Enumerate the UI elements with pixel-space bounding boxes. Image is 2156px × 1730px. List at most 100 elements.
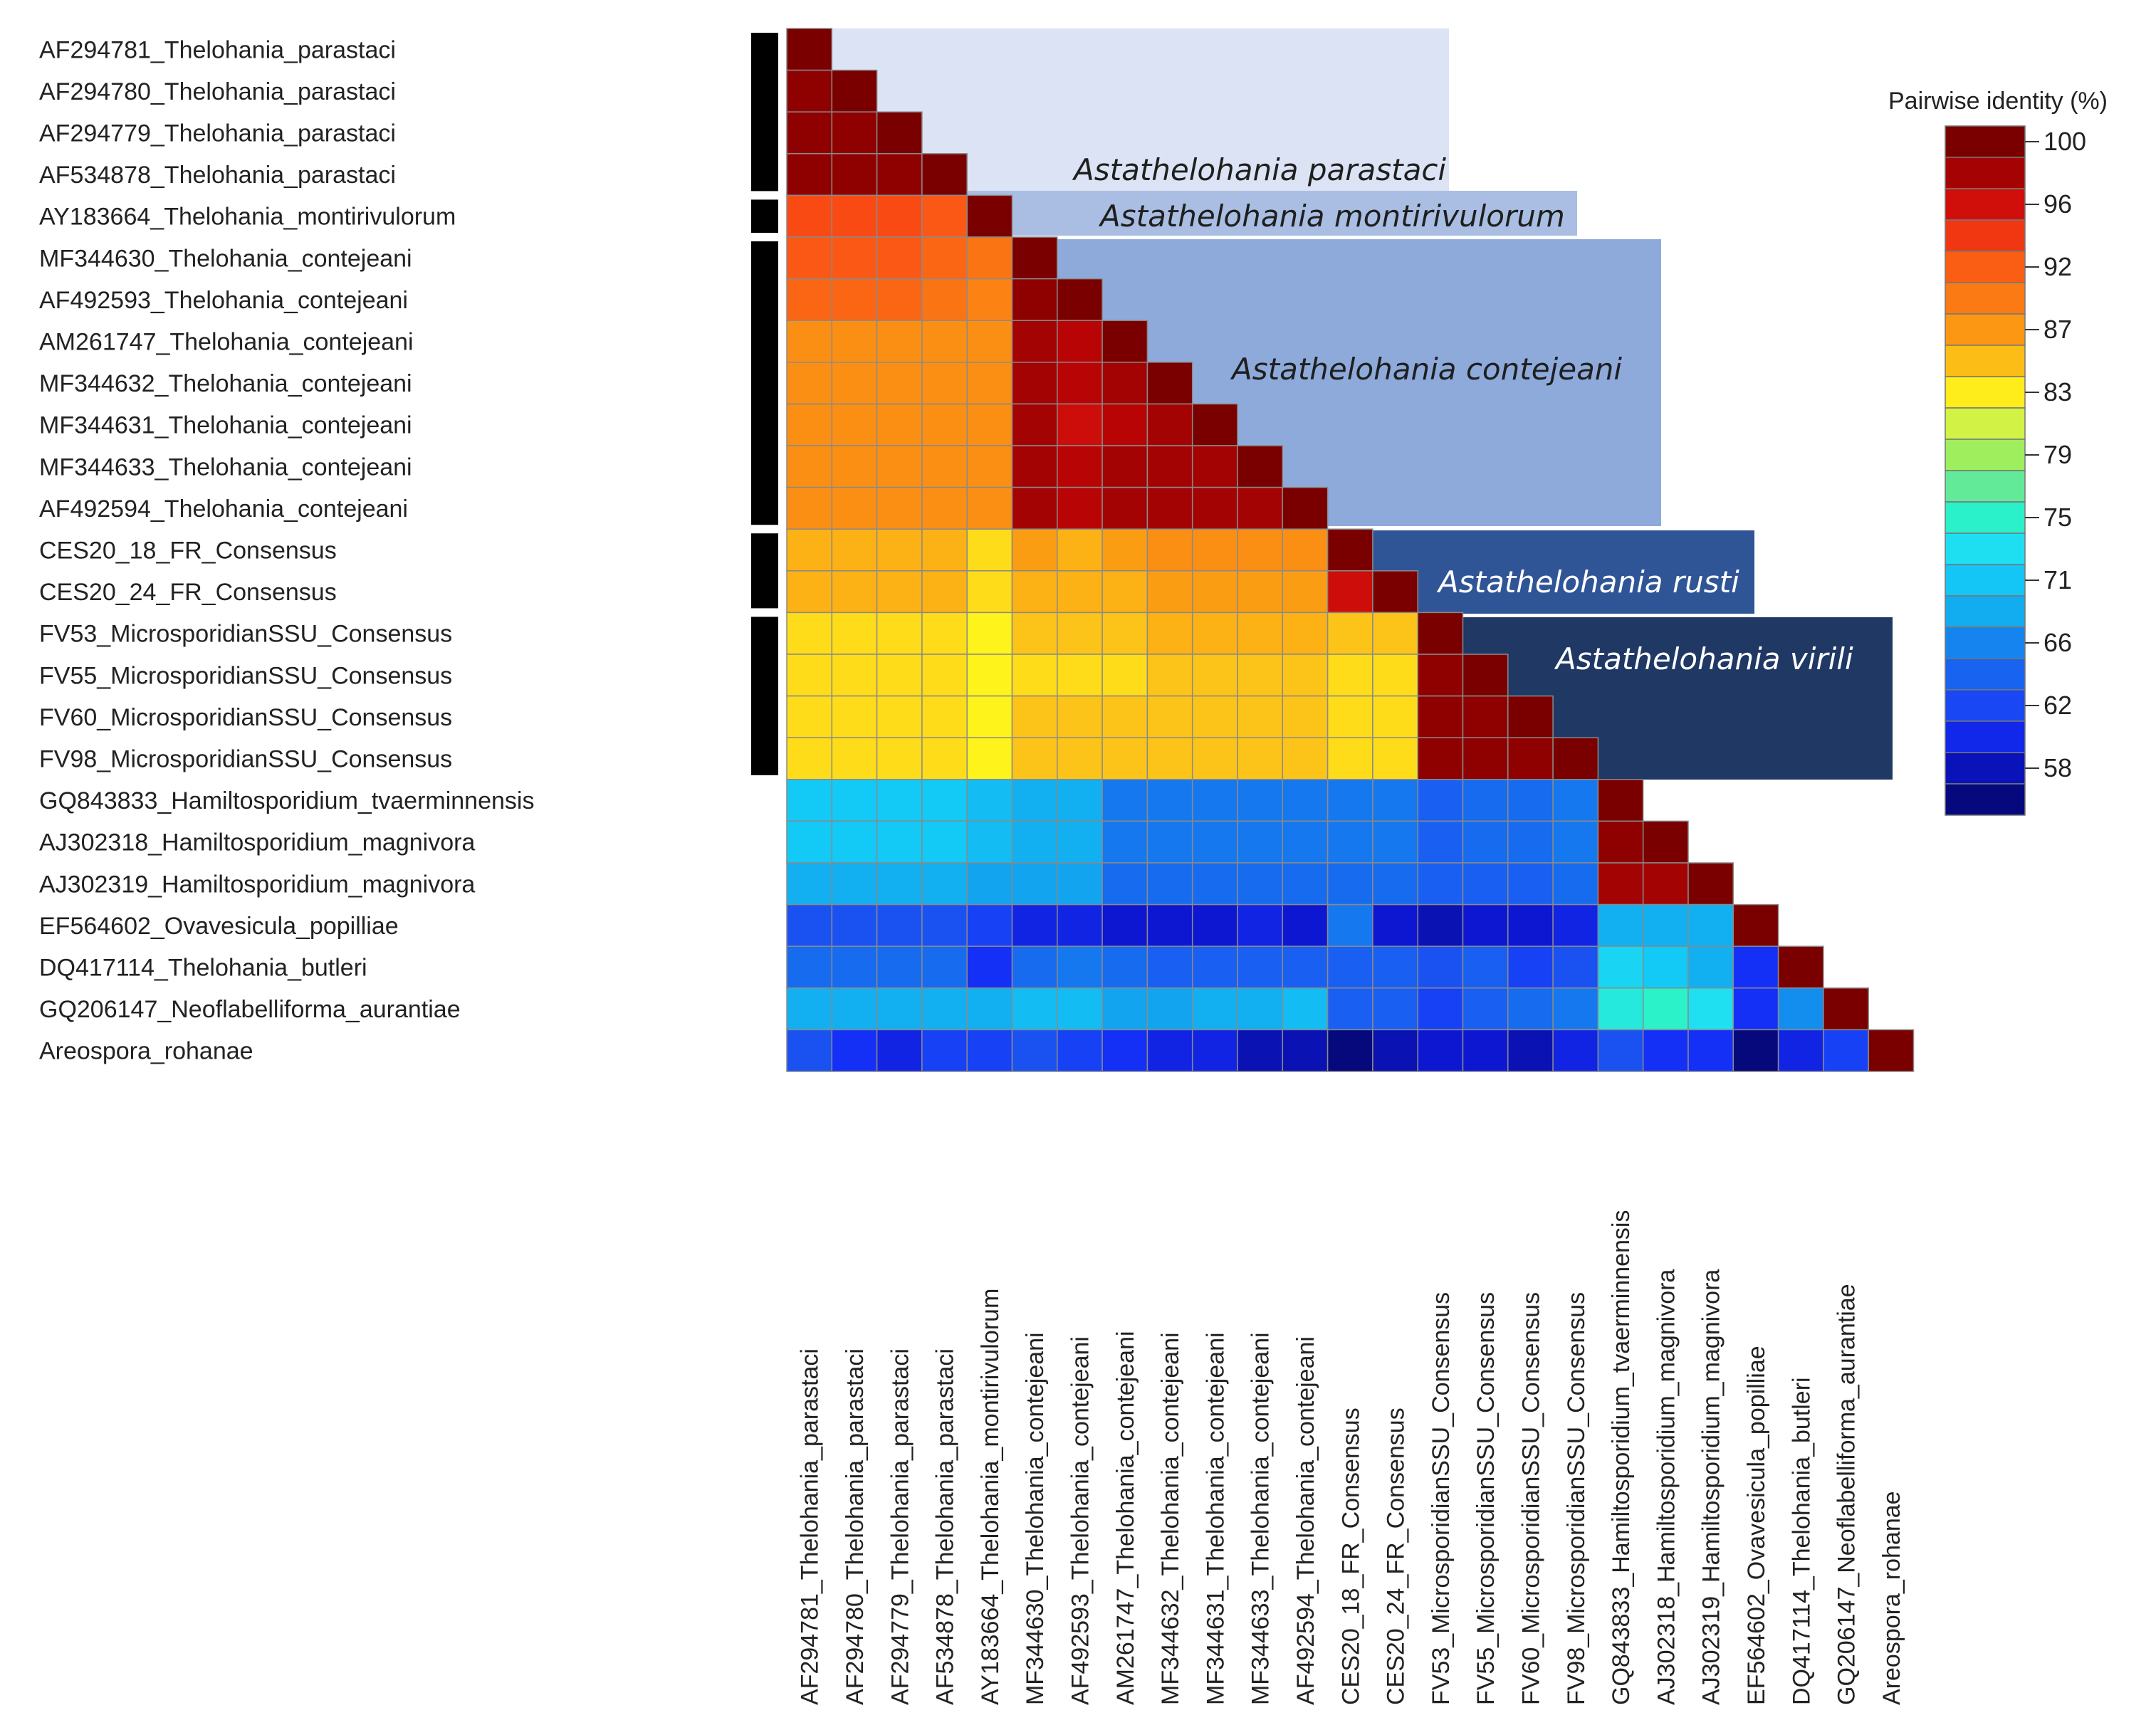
heatmap-cell [1191,945,1238,989]
heatmap-cell [786,945,833,989]
heatmap-cell [1146,612,1193,655]
heatmap-cell [831,737,878,780]
heatmap-cell [1237,737,1284,780]
column-label: AF492593_Thelohania_contejeani [1067,1336,1094,1705]
heatmap-cell [876,362,923,405]
heatmap-cell [1101,820,1148,864]
legend-swatch [1945,188,2026,221]
heatmap-cell [1732,945,1779,989]
heatmap-cell [921,945,968,989]
heatmap-cell [921,737,968,780]
heatmap-cell [1552,820,1599,864]
heatmap-cell [786,695,833,738]
heatmap-cell [1507,737,1554,780]
heatmap-cell [1552,903,1599,947]
heatmap-cell [1642,1029,1689,1072]
heatmap-cell [1237,987,1284,1031]
column-label: AJ302319_Hamiltosporidium_magnivora [1698,1269,1725,1705]
column-label: FV98_MicrosporidianSSU_Consensus [1563,1292,1590,1705]
heatmap-cell [1146,445,1193,488]
heatmap-cell [831,362,878,405]
heatmap-cell [1507,820,1554,864]
heatmap-cell [1146,987,1193,1031]
heatmap-cell [1057,695,1103,738]
heatmap-cell [1597,903,1644,947]
legend-swatch [1945,251,2026,283]
heatmap-cell [1282,987,1329,1031]
heatmap-cell [921,654,968,697]
heatmap-cell [1237,528,1284,572]
heatmap-cell [921,695,968,738]
heatmap-cell [1326,862,1373,906]
heatmap-cell [831,194,878,238]
legend-swatch [1945,407,2026,440]
legend-tick-label: 58 [2044,753,2072,782]
heatmap-cell [1011,737,1058,780]
heatmap-cell [1552,737,1599,780]
heatmap-cell [1011,945,1058,989]
heatmap-cell [1372,779,1418,822]
row-label: GQ843833_Hamiltosporidium_tvaerminnensis [39,787,534,814]
heatmap-cell [831,486,878,530]
heatmap-cell [1191,695,1238,738]
heatmap-cell [1057,570,1103,614]
heatmap-cell [1282,945,1329,989]
heatmap-cell [876,486,923,530]
heatmap-cell [1372,654,1418,697]
heatmap-cell [966,528,1013,572]
heatmap-cell [1462,820,1509,864]
heatmap-cell [921,362,968,405]
heatmap-cell [1417,987,1464,1031]
heatmap-cell [1507,695,1554,738]
heatmap-cell [1237,654,1284,697]
legend-swatch [1945,313,2026,346]
row-label: AF492594_Thelohania_contejeani [39,496,408,523]
heatmap-cell [1282,1029,1329,1072]
heatmap-cell [1146,945,1193,989]
heatmap-cell [1101,945,1148,989]
heatmap-cell [1237,445,1284,488]
heatmap-cell [1372,1029,1418,1072]
heatmap-cell [876,945,923,989]
heatmap-cell [786,278,833,321]
heatmap-cell [876,779,923,822]
heatmap-cell [1101,695,1148,738]
heatmap-cell [831,695,878,738]
heatmap-cell [1507,1029,1554,1072]
heatmap-cell [921,528,968,572]
heatmap-cell [1282,612,1329,655]
heatmap-cell [831,236,878,280]
legend-swatch [1945,157,2026,189]
legend-swatch [1945,564,2026,597]
heatmap-cell [1101,987,1148,1031]
heatmap-cell [1462,862,1509,906]
heatmap-cell [921,403,968,446]
heatmap-cell [1057,445,1103,488]
column-label: EF564602_Ovavesicula_popilliae [1743,1346,1770,1705]
heatmap-cell [786,153,833,196]
heatmap-cell [1417,903,1464,947]
heatmap-cell [1057,486,1103,530]
legend-swatch [1945,689,2026,722]
row-label: AJ302319_Hamiltosporidium_magnivora [39,871,475,898]
legend-swatch [1945,501,2026,534]
column-label: AF534878_Thelohania_parastaci [932,1348,959,1705]
legend-swatch [1945,282,2026,315]
heatmap-cell [1011,236,1058,280]
heatmap-cell [1326,903,1373,947]
heatmap-cell [1237,945,1284,989]
heatmap-cell [1777,1029,1824,1072]
row-label: AF294780_Thelohania_parastaci [39,78,396,105]
legend-tick-label: 79 [2044,440,2072,469]
column-label: MF344630_Thelohania_contejeani [1022,1332,1049,1705]
column-label: AF294779_Thelohania_parastaci [886,1348,914,1705]
heatmap-cell [831,945,878,989]
heatmap-cell [1146,779,1193,822]
heatmap-cell [831,320,878,363]
heatmap-cell [831,445,878,488]
heatmap-cell [1191,1029,1238,1072]
legend-tick-label: 62 [2044,691,2072,720]
heatmap-cell [1146,737,1193,780]
heatmap-cell [786,486,833,530]
